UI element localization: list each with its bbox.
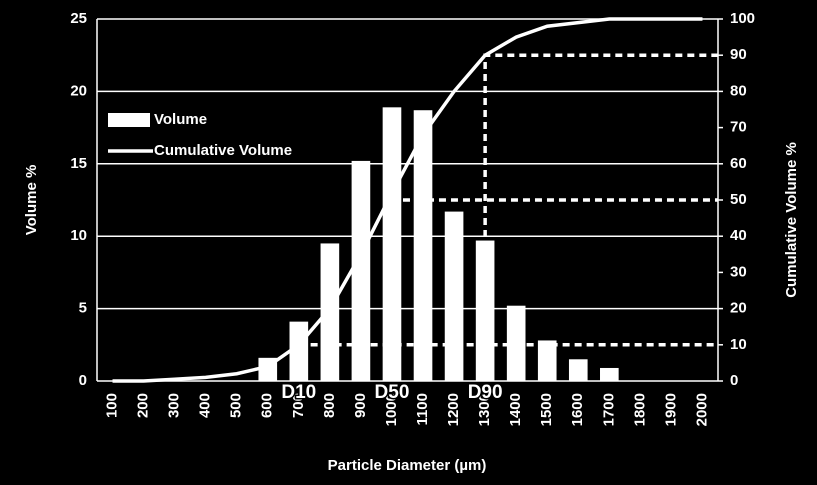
y2-tick-label: 80 [730,82,747,99]
y2-tick-label: 10 [730,336,747,353]
x-tick-label: 100 [103,393,120,418]
x-tick-label: 1800 [631,393,648,426]
bar [320,243,340,381]
y-tick-label: 15 [70,155,87,172]
x-tick-label: 1500 [538,393,555,426]
x-tick-label: 1900 [662,393,679,426]
y2-tick-label: 40 [730,227,747,244]
x-tick-label: 2000 [693,393,710,426]
line [112,17,703,383]
marker-label: D90 [468,382,503,403]
marker-line [483,53,718,381]
marker-line [390,198,718,381]
bar [537,340,557,381]
bar [600,367,619,381]
x-tick-label: 400 [197,393,214,418]
bar [475,240,495,381]
y2-tick-label: 30 [730,263,747,280]
x-tick-label: 1300 [476,393,493,426]
x-tick-label: 1600 [569,393,586,426]
x-tick-label: 500 [228,393,245,418]
x-tick-label: 1400 [507,393,524,426]
x-tick-label: 1100 [414,393,431,426]
x-tick-label: 800 [321,393,338,418]
y2-tick-label: 70 [730,119,747,136]
legend-label: Volume [154,111,207,128]
marker-label: D50 [375,382,410,403]
y-tick-label: 20 [70,82,87,99]
y2-tick-label: 100 [730,10,755,27]
y2-axis-title: Cumulative Volume % [783,142,800,298]
y-tick-label: 5 [79,300,87,317]
bar [413,110,433,381]
legend-swatch [108,113,150,127]
y-tick-label: 0 [79,372,87,389]
x-axis-title: Particle Diameter (µm) [328,457,487,474]
y-tick-label: 10 [70,227,87,244]
marker-line [297,343,718,381]
x-tick-label: 1000 [383,393,400,426]
y2-tick-label: 50 [730,191,747,208]
bar [351,160,371,381]
x-tick-label: 900 [352,393,369,418]
x-tick-label: 600 [259,393,276,418]
x-tick-label: 200 [135,393,152,418]
marker-label: D10 [281,382,316,403]
bar [568,359,588,381]
y2-tick-label: 0 [730,372,738,389]
x-tick-label: 1700 [600,393,617,426]
y2-tick-label: 90 [730,46,747,63]
y-axis-title: Volume % [23,165,40,236]
y2-tick-label: 60 [730,155,747,172]
y-tick-label: 25 [70,10,87,27]
bar [444,211,464,381]
y2-tick-label: 20 [730,300,747,317]
x-tick-label: 700 [290,393,307,418]
legend-label: Cumulative Volume [154,142,292,159]
x-tick-label: 1200 [445,393,462,426]
x-tick-label: 300 [166,393,183,418]
